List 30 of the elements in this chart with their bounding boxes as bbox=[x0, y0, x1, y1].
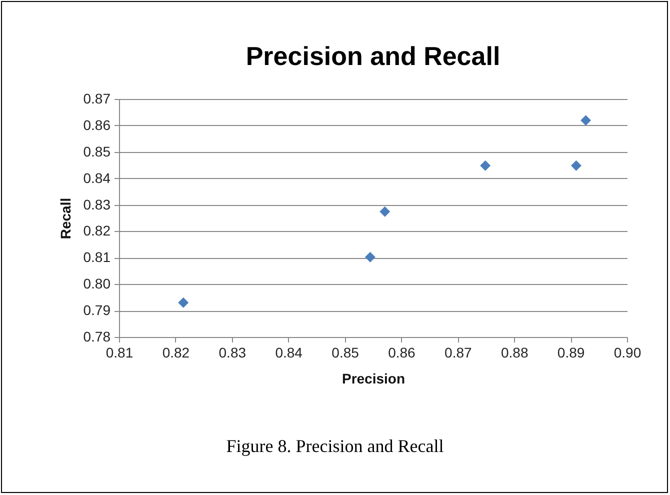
point bbox=[380, 206, 390, 217]
y-tick-label: 0.84 bbox=[83, 170, 111, 186]
point bbox=[364, 252, 376, 262]
y-tick-label: 0.78 bbox=[83, 328, 111, 344]
y-axis-title: Recall bbox=[57, 198, 74, 240]
x-tick-label: 0.85 bbox=[332, 344, 360, 360]
y-tick-label: 0.81 bbox=[83, 249, 111, 266]
y-tick-label: 0.87 bbox=[83, 90, 111, 106]
x-tick-label: 0.82 bbox=[162, 344, 190, 360]
x-tick-label: 0.81 bbox=[106, 344, 134, 360]
chart-title: Precision and Recall bbox=[246, 41, 500, 71]
y-tick-label: 0.79 bbox=[83, 302, 111, 318]
point bbox=[178, 297, 189, 308]
y-tick-label: 0.83 bbox=[83, 196, 111, 212]
x-tick-label: 0.88 bbox=[500, 344, 528, 360]
x-tick-label: 0.87 bbox=[444, 344, 472, 360]
point bbox=[580, 115, 592, 126]
x-axis-title: Precision bbox=[342, 370, 406, 386]
point bbox=[480, 160, 491, 171]
caption: Figure 8. Precision and Recall bbox=[225, 436, 445, 457]
x-tick-label: 0.83 bbox=[218, 344, 246, 360]
y-tick-label: 0.85 bbox=[83, 143, 111, 160]
y-tick-label: 0.80 bbox=[83, 276, 111, 292]
point bbox=[570, 160, 582, 171]
x-tick-label: 0.84 bbox=[275, 344, 303, 360]
y-tick-label: 0.86 bbox=[83, 116, 111, 133]
x-tick-label: 0.89 bbox=[557, 344, 585, 360]
x-tick-label: 0.86 bbox=[388, 344, 416, 360]
x-tick-label: 0.90 bbox=[614, 344, 642, 360]
y-tick-label: 0.82 bbox=[83, 222, 111, 239]
